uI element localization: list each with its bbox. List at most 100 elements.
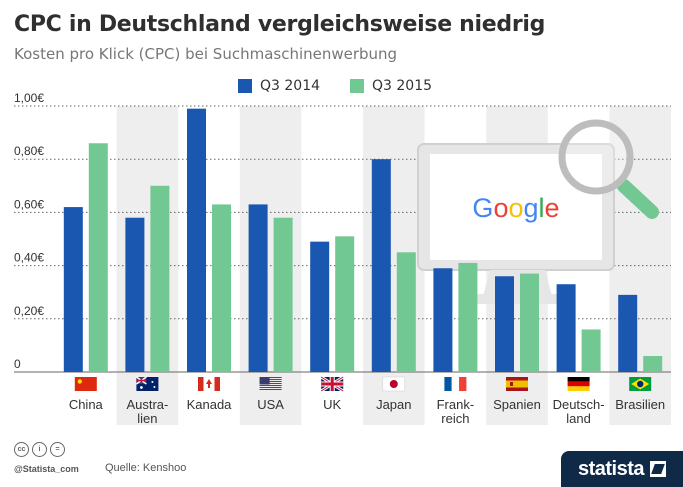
flag-stripe (259, 379, 282, 380)
category-label-line: UK (323, 397, 341, 412)
google-letter: e (545, 193, 560, 223)
statista-logo[interactable]: statista (561, 451, 683, 487)
bar-2015 (520, 273, 539, 372)
bar-2015 (458, 262, 478, 372)
category-label-line: land (566, 411, 591, 426)
flag-globe (637, 380, 644, 388)
bar-2014 (310, 241, 330, 372)
flag-stripe (198, 377, 204, 391)
monitor-screen (430, 154, 602, 260)
monitor-base (462, 294, 572, 304)
bar-2014 (248, 204, 268, 372)
bar-chart: Google China Austra-lien Kanada USA UK Japan F… (14, 91, 671, 426)
category-labels: China Austra-lien Kanada USA UK Japan Frank-re… (69, 397, 665, 426)
legend-label-2015: Q3 2015 (372, 78, 433, 94)
license-icons: cc i = (14, 442, 65, 457)
flag-stripe (567, 381, 590, 387)
y-tick-label: 0,60€ (14, 197, 44, 211)
y-tick-label: 1,00€ (14, 91, 44, 105)
uk-flag-icon (320, 375, 345, 393)
flag-stripe (259, 389, 282, 390)
category-label: Deutsch-land (553, 397, 605, 426)
bar-2014 (556, 284, 576, 372)
source-link[interactable]: Quelle: Kenshoo (105, 462, 187, 474)
category-label: USA (257, 397, 284, 412)
category-label: Japan (376, 397, 411, 412)
google-letter: o (493, 193, 508, 223)
chart-title: CPC in Deutschland vergleichsweise niedr… (14, 12, 546, 37)
google-logo: Google (472, 193, 559, 223)
cc-icon: cc (14, 442, 29, 457)
y-tick-label: 0,20€ (14, 304, 44, 318)
br-flag-icon (629, 377, 652, 391)
maple-leaf (206, 379, 212, 388)
ca-flag-icon (198, 377, 220, 391)
monitor-stand (483, 270, 552, 296)
magnifier-lens (558, 119, 634, 195)
category-label-line: China (69, 397, 104, 412)
category-label-line: Frank- (437, 397, 475, 412)
google-letter: o (508, 193, 523, 223)
flag-stripe (459, 377, 467, 391)
bar-2014 (187, 108, 206, 372)
category-label-line: USA (257, 397, 284, 412)
category-label: Spanien (493, 397, 541, 412)
flag-stripe (259, 385, 282, 386)
us-flag-icon (259, 377, 282, 390)
bars (63, 108, 663, 372)
google-letter: l (539, 193, 545, 223)
es-flag-icon (506, 377, 528, 391)
category-label-line: lien (137, 411, 157, 426)
category-label-line: reich (441, 411, 469, 426)
google-letter: g (524, 193, 539, 223)
bar-2015 (212, 204, 231, 372)
flag-stripe (259, 377, 270, 385)
flag-stripe (259, 387, 282, 388)
flag-stripe (259, 377, 282, 378)
y-tick-label: 0,40€ (14, 251, 44, 265)
flag-star (140, 386, 143, 389)
y-tick-label: 0 (14, 357, 21, 371)
category-label-line: Kanada (187, 397, 233, 412)
info-icon: i (32, 442, 47, 457)
flag-star (77, 379, 83, 384)
y-tick-label: 0,80€ (14, 144, 44, 158)
bar-2015 (643, 356, 663, 372)
legend: Q3 2014 Q3 2015 (238, 78, 432, 94)
legend-item-2014: Q3 2014 (238, 78, 320, 94)
flag-emblem (510, 382, 513, 386)
chart-subtitle: Kosten pro Klick (CPC) bei Suchmaschinen… (14, 45, 398, 63)
category-label: Kanada (187, 397, 233, 412)
category-label: Austra-lien (126, 397, 168, 426)
bar-2015 (396, 252, 416, 372)
au-flag-icon (135, 376, 159, 391)
twitter-handle: @Statista_com (14, 464, 79, 474)
category-label: Frank-reich (437, 397, 475, 426)
bar-2014 (125, 217, 145, 372)
bar-2015 (581, 329, 601, 372)
bar-2015 (150, 185, 170, 372)
bar-2014 (371, 159, 391, 372)
bar-2015 (88, 143, 108, 372)
flag-stripe (259, 381, 282, 382)
google-letter: G (472, 193, 493, 223)
flag-stripe (506, 380, 528, 388)
flags (74, 375, 652, 393)
category-label: China (69, 397, 104, 412)
category-label: UK (323, 397, 341, 412)
nd-icon: = (50, 442, 65, 457)
category-label-line: Spanien (493, 397, 541, 412)
category-label-line: Deutsch- (553, 397, 605, 412)
bar-2015 (335, 236, 355, 372)
legend-label-2014: Q3 2014 (260, 78, 321, 94)
bar-2014 (433, 268, 453, 372)
flag-disc (389, 380, 398, 388)
y-tick-labels: 0 0,20€ 0,40€ 0,60€ 0,80€ 1,00€ (14, 91, 44, 371)
flag-star (153, 386, 156, 388)
category-label: Brasilien (615, 397, 665, 412)
bar-2014 (63, 207, 83, 372)
bar-2015 (273, 217, 293, 372)
bar-2014 (495, 276, 514, 372)
flag-stripe (444, 377, 452, 391)
category-label-line: Japan (376, 397, 411, 412)
